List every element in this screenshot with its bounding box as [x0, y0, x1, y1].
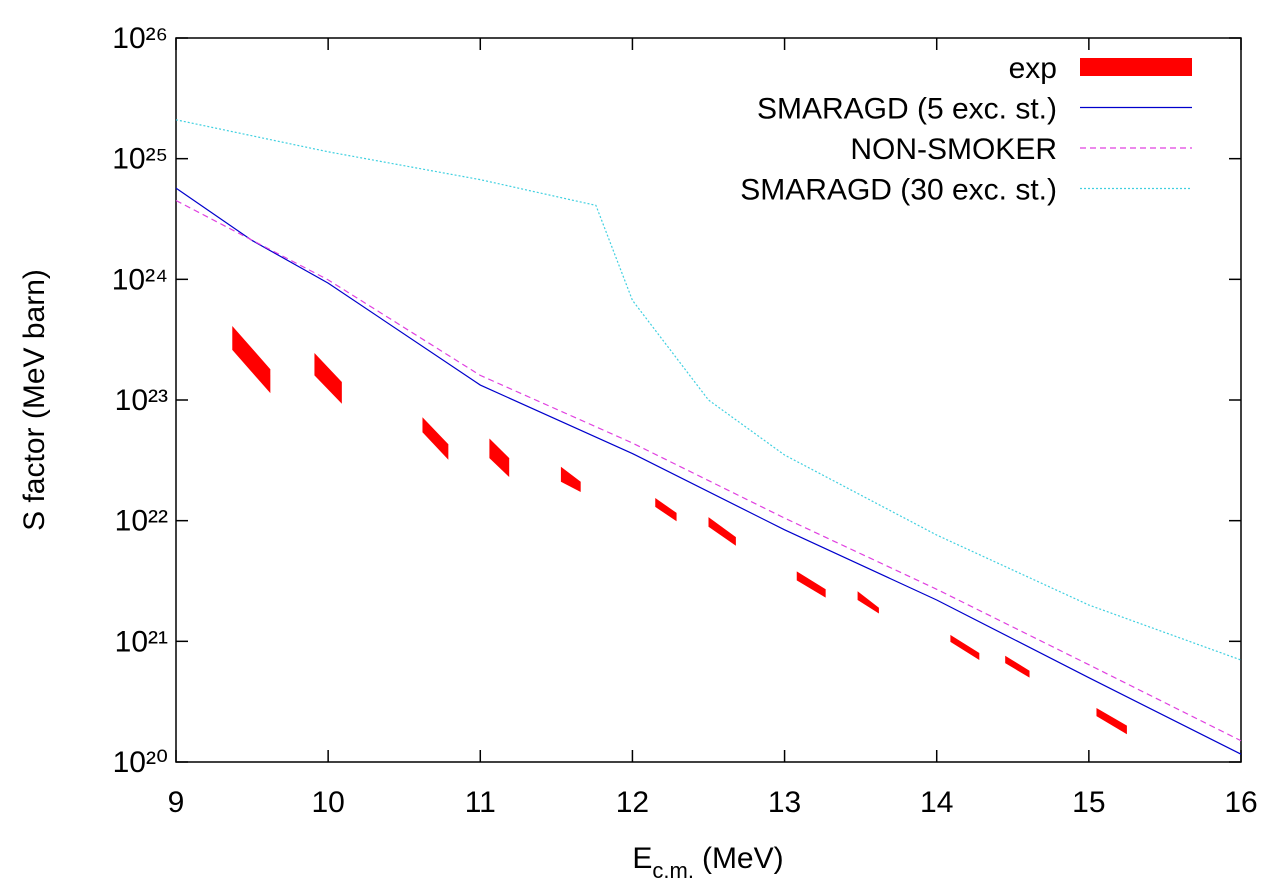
x-tick-label: 9: [168, 786, 185, 819]
exp-band: [1096, 708, 1127, 735]
x-tick-label: 14: [920, 786, 953, 819]
exp-band: [950, 634, 980, 661]
y-tick-label: 10²²: [115, 505, 168, 538]
y-tick-label: 10²⁵: [112, 143, 168, 176]
exp-band: [232, 326, 271, 394]
x-tick-label: 12: [616, 786, 649, 819]
x-label-unit: (MeV): [702, 842, 784, 875]
x-label-subscript: c.m.: [652, 858, 694, 883]
exp-band: [1005, 655, 1030, 678]
legend-label: SMARAGD (30 exc. st.): [740, 174, 1057, 207]
series-line: [175, 119, 1242, 661]
legend-label: exp: [1009, 52, 1057, 85]
exp-band: [655, 498, 677, 522]
exp-band: [489, 438, 510, 478]
x-tick-label: 15: [1072, 786, 1105, 819]
exp-band: [708, 517, 736, 546]
series-line: [175, 187, 1242, 755]
y-tick-label: 10²⁰: [113, 746, 168, 779]
exp-band: [560, 466, 581, 492]
legend-swatch: [1080, 58, 1192, 76]
exp-band: [857, 591, 879, 614]
y-tick-label: 10²⁶: [112, 22, 168, 55]
x-tick-label: 11: [465, 786, 496, 819]
x-tick-label: 13: [768, 786, 801, 819]
legend-label: SMARAGD (5 exc. st.): [757, 93, 1057, 126]
exp-band: [314, 353, 342, 404]
series-line: [175, 199, 1242, 742]
x-tick-label: 10: [311, 786, 344, 819]
legend-label: NON-SMOKER: [850, 133, 1057, 166]
plot-frame: [175, 37, 1242, 763]
y-tick-label: 10²³: [115, 384, 168, 417]
y-axis-label: S factor (MeV barn): [18, 269, 51, 531]
x-axis-label: Ec.m. (MeV): [632, 842, 783, 883]
x-tick-label: 16: [1224, 786, 1257, 819]
exp-band: [422, 417, 449, 460]
exp-band: [796, 571, 826, 598]
y-tick-label: 10²¹: [115, 625, 168, 658]
y-tick-label: 10²⁴: [112, 263, 168, 296]
x-label-symbol: E: [632, 842, 652, 875]
